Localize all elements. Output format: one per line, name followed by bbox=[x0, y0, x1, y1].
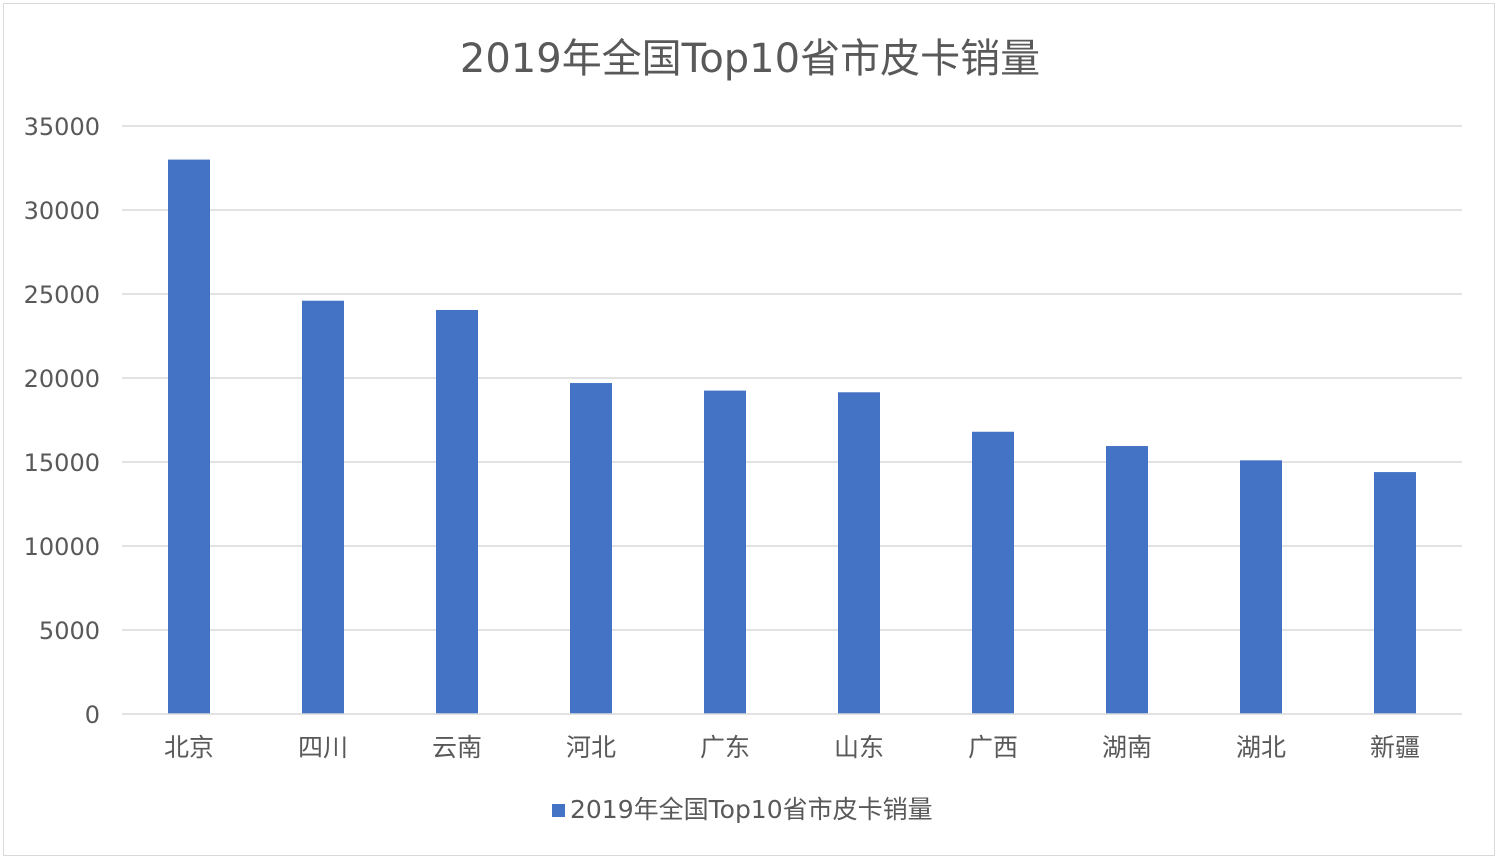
y-tick-label: 20000 bbox=[24, 365, 100, 393]
bar bbox=[168, 159, 210, 715]
y-tick-label: 10000 bbox=[24, 533, 100, 561]
chart-title: 2019年全国Top10省市皮卡销量 bbox=[460, 36, 1040, 82]
y-tick-label: 30000 bbox=[24, 197, 100, 225]
bar bbox=[436, 309, 478, 714]
y-tick-label: 15000 bbox=[24, 449, 100, 477]
y-tick-label: 0 bbox=[85, 701, 100, 729]
x-category-label: 广东 bbox=[700, 733, 750, 762]
x-category-label: 河北 bbox=[566, 733, 616, 762]
bar bbox=[838, 392, 880, 714]
x-category-label: 云南 bbox=[432, 733, 482, 762]
y-tick-label: 35000 bbox=[24, 113, 100, 141]
legend: 2019年全国Top10省市皮卡销量 bbox=[552, 795, 933, 824]
x-category-label: 广西 bbox=[968, 733, 1018, 762]
bars bbox=[168, 159, 1416, 715]
legend-swatch bbox=[552, 804, 565, 817]
y-tick-label: 5000 bbox=[39, 617, 100, 645]
x-axis-category-labels: 北京 四川 云南 河北 广东 山东 广西 湖南 湖北 新疆 bbox=[164, 733, 1420, 762]
bar bbox=[1374, 472, 1416, 714]
y-axis-tick-labels: 0 5000 10000 15000 20000 25000 30000 35000 bbox=[24, 113, 100, 729]
gridlines bbox=[122, 125, 1462, 631]
bar bbox=[570, 383, 612, 714]
x-category-label: 新疆 bbox=[1370, 733, 1420, 762]
bar bbox=[1240, 460, 1282, 714]
x-category-label: 湖北 bbox=[1236, 733, 1286, 762]
y-tick-label: 25000 bbox=[24, 281, 100, 309]
x-category-label: 山东 bbox=[834, 733, 884, 762]
legend-label: 2019年全国Top10省市皮卡销量 bbox=[570, 795, 933, 824]
bar bbox=[972, 431, 1014, 714]
bar bbox=[1106, 446, 1148, 714]
bar bbox=[704, 390, 746, 714]
x-category-label: 四川 bbox=[298, 733, 348, 762]
x-category-label: 北京 bbox=[164, 733, 214, 762]
x-category-label: 湖南 bbox=[1102, 733, 1152, 762]
bar bbox=[302, 300, 344, 714]
